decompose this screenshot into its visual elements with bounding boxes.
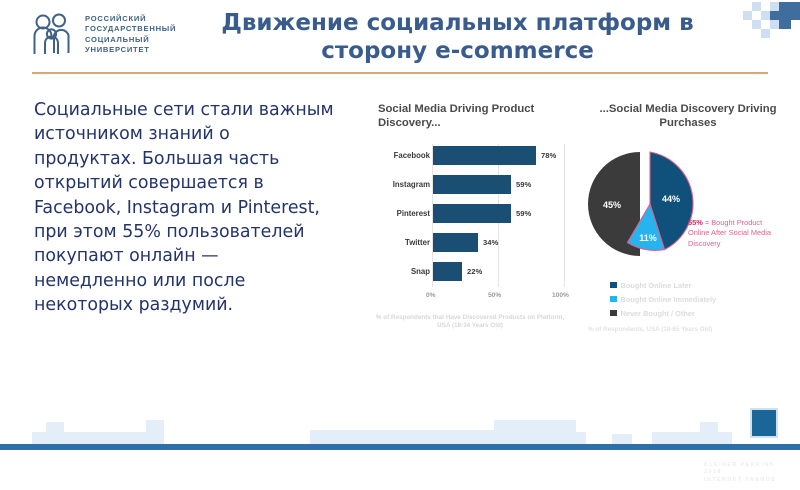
bar-value-0: 78% [541, 151, 557, 160]
skyline-block [146, 420, 164, 444]
pie-legend: Bought Online Later Bought Online Immedi… [610, 278, 716, 320]
table-row: Facebook 78% [370, 146, 570, 165]
rssu-logo: РОССИЙСКИЙ ГОСУДАРСТВЕННЫЙ СОЦИАЛЬНЫЙ УН… [30, 12, 176, 56]
legend-label-0: Bought Online Later [620, 280, 692, 290]
bar-value-1: 59% [516, 180, 532, 189]
brand-line-1: 2018 [704, 469, 722, 476]
gridline-0 [432, 144, 433, 287]
charts-panel: Social Media Driving Product Discovery..… [352, 96, 792, 483]
bar-fill-4 [433, 262, 462, 281]
rssu-family-icon [30, 12, 76, 56]
bar-chart-footnote: % of Respondents that Have Discovered Pr… [375, 314, 565, 330]
logo-line-4: УНИВЕРСИТЕТ [85, 45, 150, 55]
footer-bar [0, 444, 800, 450]
pie-chart-footnote: % of Respondents, USA (18-65 Years Old) [588, 326, 713, 333]
accent-square [750, 408, 778, 438]
skyline-decoration [0, 414, 800, 444]
pie-chart-graphic: 45% 44% 11% [588, 144, 708, 268]
legend-label-2: Never Bought / Other [620, 308, 695, 318]
bar-fill-2 [433, 204, 511, 223]
bar-fill-3 [433, 233, 478, 252]
skyline-block [68, 432, 146, 444]
body-paragraph: Социальные сети стали важным источником … [34, 100, 334, 316]
bar-chart-title: Social Media Driving Product Discovery..… [378, 103, 535, 129]
brand-line-2: INTERNET TRENDS [704, 476, 777, 483]
gridline-100 [564, 144, 565, 287]
bar-label-2: Pinterest [396, 209, 430, 218]
legend-item-0: Bought Online Later [610, 278, 716, 292]
logo-line-1: РОССИЙСКИЙ [85, 13, 147, 23]
skyline-block [310, 430, 500, 444]
xtick-100: 100% [552, 292, 569, 299]
bar-value-4: 22% [467, 267, 483, 276]
legend-swatch-0 [610, 281, 617, 289]
brand-line-0: KLEINER PERKINS [704, 462, 775, 468]
source-strip: KLEINER PERKINS 2018 INTERNET TRENDS Sou… [704, 460, 800, 490]
pie-annotation: 55% = Bought Product Online After Social… [688, 218, 771, 248]
bar-chart: Social Media Driving Product Discovery..… [360, 96, 575, 356]
bar-label-3: Twitter [405, 238, 430, 247]
rssu-logo-text: РОССИЙСКИЙ ГОСУДАРСТВЕННЫЙ СОЦИАЛЬНЫЙ УН… [85, 14, 176, 55]
bar-label-0: Facebook [393, 151, 430, 160]
bar-fill-1 [433, 175, 511, 194]
legend-swatch-2 [610, 309, 617, 317]
table-row: Instagram 59% [370, 175, 570, 194]
legend-item-1: Bought Online Immediately [610, 292, 716, 306]
bar-value-3: 34% [483, 238, 499, 247]
kleiner-perkins-brand: KLEINER PERKINS 2018 INTERNET TRENDS [704, 462, 776, 484]
pie-value-45: 45% [603, 200, 621, 210]
pie-chart-title: ...Social Media Discovery Driving Purcha… [599, 103, 777, 129]
skyline-block [652, 432, 732, 444]
logo-line-3: СОЦИАЛЬНЫЙ [85, 34, 150, 44]
bar-value-2: 59% [516, 209, 532, 218]
skyline-block [46, 422, 64, 444]
pie-chart: ...Social Media Discovery Driving Purcha… [580, 96, 792, 356]
bar-fill-0 [433, 146, 536, 165]
table-row: Twitter 34% [370, 233, 570, 252]
xtick-50: 50% [488, 292, 502, 299]
legend-item-2: Never Bought / Other [610, 306, 716, 320]
bar-chart-plot: Facebook 78% Instagram 59% Pinterest 59%… [370, 144, 570, 299]
table-row: Snap 22% [370, 262, 570, 281]
page-title: Движение социальных платформ в сторону e… [221, 10, 694, 64]
slide-header: РОССИЙСКИЙ ГОСУДАРСТВЕННЫЙ СОЦИАЛЬНЫЙ УН… [0, 0, 800, 78]
table-row: Pinterest 59% [370, 204, 570, 223]
legend-label-1: Bought Online Immediately [620, 294, 717, 304]
xtick-0: 0% [426, 292, 436, 299]
bar-label-1: Instagram [392, 180, 430, 189]
legend-swatch-1 [610, 295, 617, 303]
skyline-block [612, 434, 632, 444]
skyline-block [560, 432, 586, 444]
header-divider [32, 72, 768, 74]
pie-value-44: 44% [662, 194, 680, 204]
bar-chart-xaxis: 0% 50% 100% [370, 292, 570, 304]
logo-line-2: ГОСУДАРСТВЕННЫЙ [85, 24, 177, 34]
pie-value-11: 11% [639, 233, 657, 243]
skyline-block [700, 422, 718, 444]
pixel-mosaic-icon [738, 0, 800, 46]
slide-footer [0, 394, 800, 450]
bar-label-4: Snap [410, 267, 430, 276]
